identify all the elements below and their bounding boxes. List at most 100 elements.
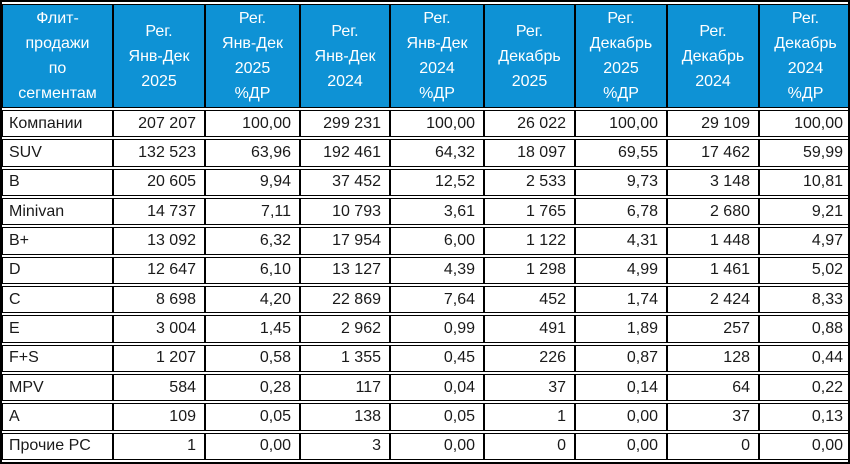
col-header-reg-jan-dec-2024-share: Рег. Янв-Дек 2024 %ДР <box>390 4 484 108</box>
table-cell: 1,89 <box>575 315 667 343</box>
table-cell: 0,99 <box>390 315 484 343</box>
table-cell: 0,88 <box>759 315 848 343</box>
table-cell: 3 <box>300 432 390 460</box>
row-label: B+ <box>2 227 113 255</box>
table-cell: 1 765 <box>484 197 575 226</box>
table-cell: 37 <box>484 373 575 402</box>
table-row: F+S 1 207 0,58 1 355 0,45 226 0,87 128 0… <box>2 344 848 372</box>
table-cell: 226 <box>484 344 575 372</box>
table-cell: 192 461 <box>300 139 390 167</box>
table-cell: 0,58 <box>205 344 300 372</box>
table-cell: 9,73 <box>575 168 667 196</box>
table-cell: 6,78 <box>575 197 667 226</box>
row-label: E <box>2 315 113 343</box>
table-cell: 37 452 <box>300 168 390 196</box>
table-cell: 299 231 <box>300 110 390 138</box>
table-cell: 109 <box>113 403 205 431</box>
table-row: C 8 698 4,20 22 869 7,64 452 1,74 2 424 … <box>2 285 848 314</box>
table-cell: 0,00 <box>575 403 667 431</box>
table-cell: 0,28 <box>205 373 300 402</box>
table-row: SUV 132 523 63,96 192 461 64,32 18 097 6… <box>2 139 848 167</box>
table-cell: 1 355 <box>300 344 390 372</box>
table-cell: 1 <box>484 403 575 431</box>
table-cell: 13 127 <box>300 256 390 284</box>
row-label: MPV <box>2 373 113 402</box>
row-label: F+S <box>2 344 113 372</box>
table-cell: 0 <box>667 432 759 460</box>
table-cell: 1 122 <box>484 227 575 255</box>
table-cell: 7,64 <box>390 285 484 314</box>
table-cell: 18 097 <box>484 139 575 167</box>
row-label: Компании <box>2 110 113 138</box>
table-row: B 20 605 9,94 37 452 12,52 2 533 9,73 3 … <box>2 168 848 196</box>
table-cell: 12 647 <box>113 256 205 284</box>
col-header-reg-dec-2024: Рег. Декабрь 2024 <box>667 4 759 108</box>
row-label: Minivan <box>2 197 113 226</box>
table-cell: 59,99 <box>759 139 848 167</box>
table-cell: 452 <box>484 285 575 314</box>
col-header-reg-dec-2024-share: Рег. Декабрь 2024 %ДР <box>759 4 848 108</box>
table-cell: 100,00 <box>575 110 667 138</box>
table-cell: 0,22 <box>759 373 848 402</box>
col-header-reg-dec-2025: Рег. Декабрь 2025 <box>484 4 575 108</box>
table-cell: 2 680 <box>667 197 759 226</box>
table-cell: 2 424 <box>667 285 759 314</box>
table-cell: 0,13 <box>759 403 848 431</box>
table-cell: 0,04 <box>390 373 484 402</box>
table-cell: 3 148 <box>667 168 759 196</box>
table-row: Компании 207 207 100,00 299 231 100,00 2… <box>2 110 848 138</box>
table-row: B+ 13 092 6,32 17 954 6,00 1 122 4,31 1 … <box>2 227 848 255</box>
table-cell: 207 207 <box>113 110 205 138</box>
table-cell: 17 462 <box>667 139 759 167</box>
table-cell: 1 207 <box>113 344 205 372</box>
table-cell: 128 <box>667 344 759 372</box>
table-cell: 1 <box>113 432 205 460</box>
table-cell: 100,00 <box>390 110 484 138</box>
table-cell: 14 737 <box>113 197 205 226</box>
table-cell: 100,00 <box>759 110 848 138</box>
col-header-reg-dec-2025-share: Рег. Декабрь 2025 %ДР <box>575 4 667 108</box>
table-cell: 138 <box>300 403 390 431</box>
table-cell: 8 698 <box>113 285 205 314</box>
row-label: C <box>2 285 113 314</box>
table-cell: 6,32 <box>205 227 300 255</box>
table-cell: 4,97 <box>759 227 848 255</box>
table-cell: 0,44 <box>759 344 848 372</box>
table-cell: 4,99 <box>575 256 667 284</box>
table-row: E 3 004 1,45 2 962 0,99 491 1,89 257 0,8… <box>2 315 848 343</box>
table-row: D 12 647 6,10 13 127 4,39 1 298 4,99 1 4… <box>2 256 848 284</box>
table-cell: 37 <box>667 403 759 431</box>
table-cell: 7,11 <box>205 197 300 226</box>
header-row: Флит- продажи по сегментам Рег. Янв-Дек … <box>2 4 848 108</box>
col-header-reg-jan-dec-2025: Рег. Янв-Дек 2025 <box>113 4 205 108</box>
table-cell: 6,10 <box>205 256 300 284</box>
table-cell: 132 523 <box>113 139 205 167</box>
table-row: MPV 584 0,28 117 0,04 37 0,14 64 0,22 <box>2 373 848 402</box>
row-label: SUV <box>2 139 113 167</box>
table-cell: 13 092 <box>113 227 205 255</box>
table-cell: 0,05 <box>390 403 484 431</box>
table-cell: 26 022 <box>484 110 575 138</box>
col-header-reg-jan-dec-2024: Рег. Янв-Дек 2024 <box>300 4 390 108</box>
table-cell: 0,00 <box>575 432 667 460</box>
table-cell: 117 <box>300 373 390 402</box>
table-cell: 17 954 <box>300 227 390 255</box>
table-row: Minivan 14 737 7,11 10 793 3,61 1 765 6,… <box>2 197 848 226</box>
table-cell: 1 298 <box>484 256 575 284</box>
table-cell: 5,02 <box>759 256 848 284</box>
row-label: D <box>2 256 113 284</box>
table-cell: 9,21 <box>759 197 848 226</box>
table-cell: 257 <box>667 315 759 343</box>
table-cell: 3 004 <box>113 315 205 343</box>
table-cell: 20 605 <box>113 168 205 196</box>
table-cell: 22 869 <box>300 285 390 314</box>
row-label: A <box>2 403 113 431</box>
table-cell: 10,81 <box>759 168 848 196</box>
table-cell: 9,94 <box>205 168 300 196</box>
table-cell: 100,00 <box>205 110 300 138</box>
table-cell: 64 <box>667 373 759 402</box>
table-cell: 4,31 <box>575 227 667 255</box>
table-cell: 0,00 <box>205 432 300 460</box>
